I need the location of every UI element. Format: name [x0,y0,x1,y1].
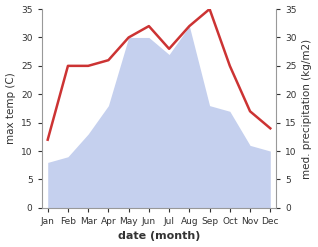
Y-axis label: med. precipitation (kg/m2): med. precipitation (kg/m2) [302,38,313,179]
X-axis label: date (month): date (month) [118,231,200,242]
Y-axis label: max temp (C): max temp (C) [5,73,16,144]
